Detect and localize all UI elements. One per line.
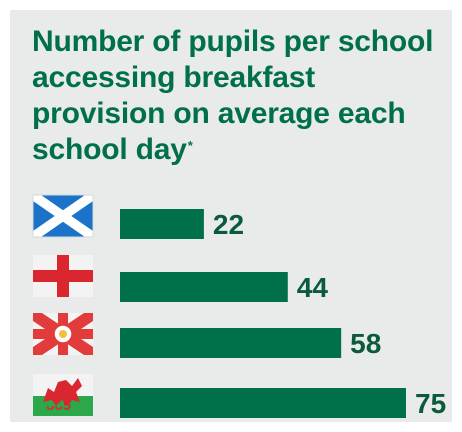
chart-card: Number of pupils per school accessing br… bbox=[10, 10, 452, 422]
bars-layer: 22 44 58 75 bbox=[120, 209, 446, 419]
chart-title: Number of pupils per school accessing br… bbox=[32, 24, 442, 168]
england-flag-icon bbox=[33, 255, 93, 297]
chart-title-text: Number of pupils per school accessing br… bbox=[32, 25, 434, 166]
footnote-marker: * bbox=[187, 138, 193, 153]
bar-value-label: 22 bbox=[213, 209, 244, 240]
bar-value-label: 75 bbox=[415, 388, 446, 419]
bar-value-label: 58 bbox=[350, 328, 381, 359]
bar-scotland bbox=[120, 209, 204, 239]
bar-wales bbox=[120, 388, 406, 418]
bar-england bbox=[120, 272, 288, 302]
svg-text:ᴗᴗ5: ᴗᴗ5 bbox=[46, 397, 71, 413]
bar-chart: ᴗᴗ5 22 44 58 75 bbox=[32, 194, 446, 419]
northern-ireland-flag-icon bbox=[33, 313, 93, 355]
scotland-flag-icon bbox=[32, 194, 94, 238]
bar-northern-ireland bbox=[120, 328, 342, 358]
bar-value-label: 44 bbox=[297, 272, 329, 303]
wales-flag-icon: ᴗᴗ5 bbox=[33, 374, 93, 416]
